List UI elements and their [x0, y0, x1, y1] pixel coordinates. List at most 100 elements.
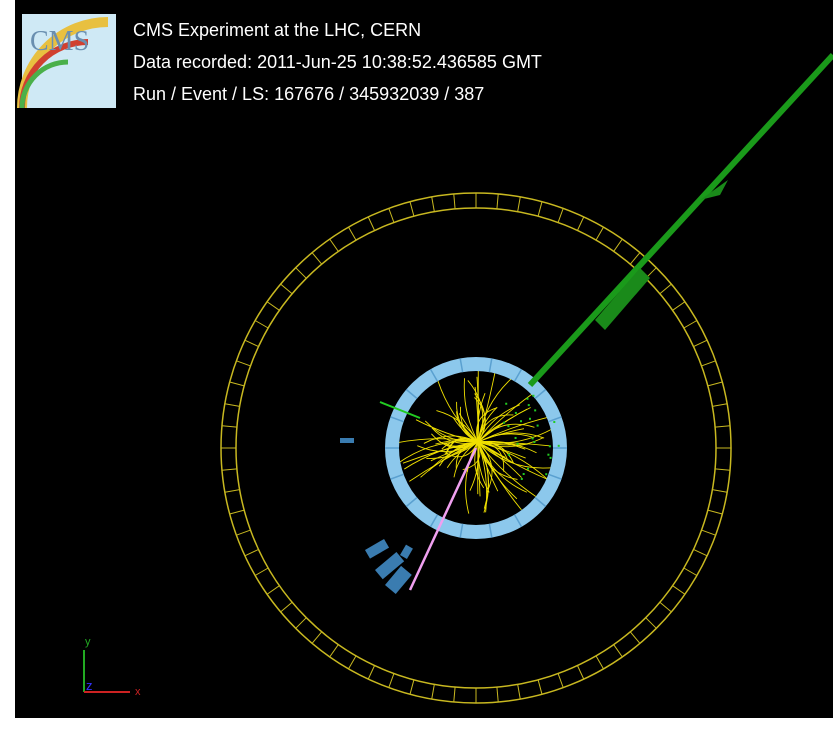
hit: [527, 404, 530, 407]
track: [436, 376, 479, 443]
tracker-seg: [488, 358, 493, 373]
calo-tower: [340, 438, 354, 443]
tracker-seg: [390, 416, 404, 423]
header-line: Run / Event / LS: 167676 / 345932039 / 3…: [133, 84, 484, 104]
hit: [549, 456, 552, 459]
muon-segment: [629, 252, 641, 265]
muon-segment: [431, 196, 435, 212]
tracker-seg: [513, 368, 523, 382]
track: [477, 441, 505, 472]
tracker-seg: [405, 388, 418, 400]
muon-segment: [295, 617, 307, 629]
muon-segment: [496, 687, 499, 703]
muon-segment: [683, 320, 698, 329]
track-green: [379, 401, 421, 419]
tracker-seg: [429, 514, 439, 528]
muon-segment: [224, 489, 240, 493]
track: [477, 416, 549, 443]
track: [463, 378, 479, 443]
hit: [532, 394, 535, 397]
muon-segment: [388, 208, 395, 223]
muon-segment: [254, 320, 269, 329]
hit: [533, 441, 536, 444]
muon-segment: [613, 238, 623, 252]
hit: [520, 477, 523, 480]
muon-segment: [712, 489, 728, 493]
muon-segment: [557, 208, 564, 223]
tracker-seg: [513, 514, 523, 528]
muon-segment: [453, 193, 456, 209]
tracker-seg: [390, 473, 404, 480]
tracker-seg: [429, 368, 439, 382]
muon-segment: [707, 381, 723, 387]
muon-segment: [266, 585, 280, 595]
hit: [514, 436, 517, 439]
calo-tower: [400, 544, 413, 560]
muon-segment: [280, 283, 293, 295]
track: [453, 441, 479, 478]
hit: [507, 453, 510, 456]
hit: [557, 444, 560, 447]
muon-segment: [701, 529, 716, 536]
track: [477, 441, 537, 497]
muon-segment: [712, 403, 728, 407]
track: [404, 441, 479, 470]
detector: [220, 52, 833, 704]
jet-tower: [595, 268, 650, 330]
hit: [522, 473, 525, 476]
muon-segment: [659, 283, 672, 295]
tracker-seg: [488, 523, 493, 538]
muon-segment: [236, 360, 251, 367]
hit: [534, 409, 537, 412]
hit: [520, 420, 523, 423]
hit: [547, 453, 550, 456]
tracker-seg: [548, 473, 562, 480]
muon-segment: [693, 339, 708, 348]
logo: CMS: [17, 14, 116, 109]
track: [477, 441, 512, 463]
axis-gizmo: y z x: [83, 636, 141, 698]
calo-tower: [385, 565, 412, 594]
hit: [503, 421, 506, 424]
hit: [516, 442, 519, 445]
muon-segment: [311, 631, 323, 644]
track: [409, 441, 479, 482]
muon-segment: [266, 301, 280, 311]
logo-text: CMS: [30, 26, 89, 57]
track: [477, 441, 556, 469]
track: [476, 407, 498, 443]
muon-segment: [453, 687, 456, 703]
tracker-seg: [459, 358, 464, 373]
muon-segment: [715, 425, 731, 428]
tracker-seg: [405, 496, 418, 508]
hit: [505, 402, 508, 405]
muon-segment: [329, 238, 339, 252]
muon-segment: [576, 216, 585, 231]
y-label: y: [85, 636, 91, 648]
track: [469, 441, 480, 491]
hit: [531, 437, 534, 440]
muon-segment: [329, 644, 339, 658]
muon-segment: [229, 381, 245, 387]
muon-segment: [311, 252, 323, 265]
calo-tower: [375, 552, 405, 580]
muon-segment: [693, 548, 708, 557]
muon-segment: [409, 201, 415, 217]
muon-segment: [659, 601, 672, 613]
hit: [526, 397, 529, 400]
track: [477, 441, 515, 464]
jet: [527, 52, 833, 388]
hit: [528, 417, 531, 420]
muon-segment: [576, 665, 585, 680]
hit: [507, 425, 510, 428]
muon-segment: [517, 196, 521, 212]
muon-segment: [236, 529, 251, 536]
muon-segment: [595, 226, 604, 241]
hit: [526, 467, 529, 470]
muon-segment: [613, 644, 623, 658]
track: [397, 441, 479, 464]
logo-arc: [19, 59, 69, 109]
hit: [548, 445, 551, 448]
